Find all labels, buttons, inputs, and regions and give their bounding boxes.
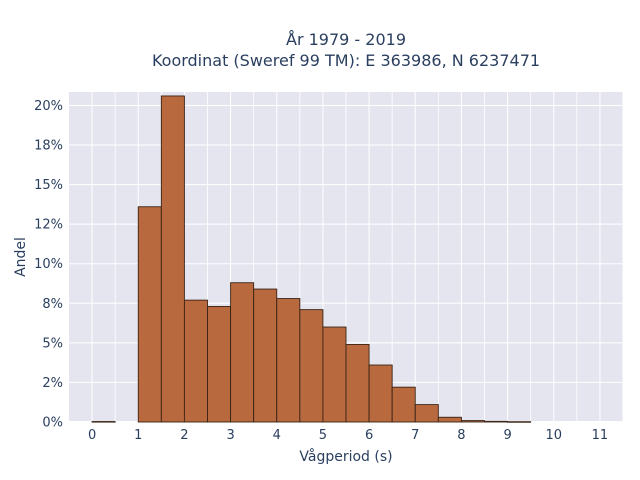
y-tick-label: 0% [42,416,63,431]
chart-title-line-2: Koordinat (Sweref 99 TM): E 363986, N 62… [152,51,540,70]
x-axis-label: Vågperiod (s) [299,448,392,465]
y-tick-label: 5% [42,336,63,351]
y-tick-label: 12% [34,218,63,233]
y-axis-ticks: 0% 2% 5% 8% 10% 12% 15% 18% 20% [34,99,63,431]
y-tick-label: 8% [42,297,63,312]
x-tick-label: 11 [592,428,609,443]
histogram-bar-14 [414,404,439,423]
histogram-bar-2 [137,206,162,423]
histogram-bar-10 [322,326,347,423]
histogram-bar-17 [484,420,509,423]
y-tick-label: 2% [42,376,63,391]
histogram-bar-18 [507,421,532,423]
histogram-bar-8 [276,298,301,423]
y-tick-label: 20% [34,99,63,114]
histogram-bar-6 [230,282,255,423]
histogram-bar-7 [253,288,278,423]
y-tick-label: 10% [34,257,63,272]
x-tick-label: 4 [273,428,281,443]
histogram-bar-0 [91,421,116,423]
histogram-bar-11 [345,343,370,423]
x-tick-label: 6 [365,428,373,443]
x-tick-label: 0 [88,428,96,443]
chart-title-line-1: År 1979 - 2019 [286,30,406,49]
x-axis-ticks: 0 1 2 3 4 5 6 7 8 9 10 11 [88,428,608,443]
x-tick-label: 7 [411,428,419,443]
histogram-bar-15 [437,416,462,423]
x-tick-label: 8 [457,428,465,443]
histogram-bar-3 [160,95,185,423]
y-axis-label: Andel [13,237,29,277]
histogram-bar-13 [391,386,416,423]
x-tick-label: 2 [180,428,188,443]
x-tick-label: 3 [226,428,234,443]
histogram-bar-4 [183,299,208,423]
histogram-bar-16 [460,420,485,423]
histogram-bar-9 [299,309,324,423]
x-tick-label: 10 [545,428,562,443]
histogram-bar-5 [207,306,232,423]
y-tick-label: 15% [34,178,63,193]
x-tick-label: 9 [503,428,511,443]
y-tick-label: 18% [34,139,63,154]
histogram-bar-12 [368,364,393,423]
histogram-bars [91,95,532,423]
x-tick-label: 1 [134,428,142,443]
x-tick-label: 5 [319,428,327,443]
